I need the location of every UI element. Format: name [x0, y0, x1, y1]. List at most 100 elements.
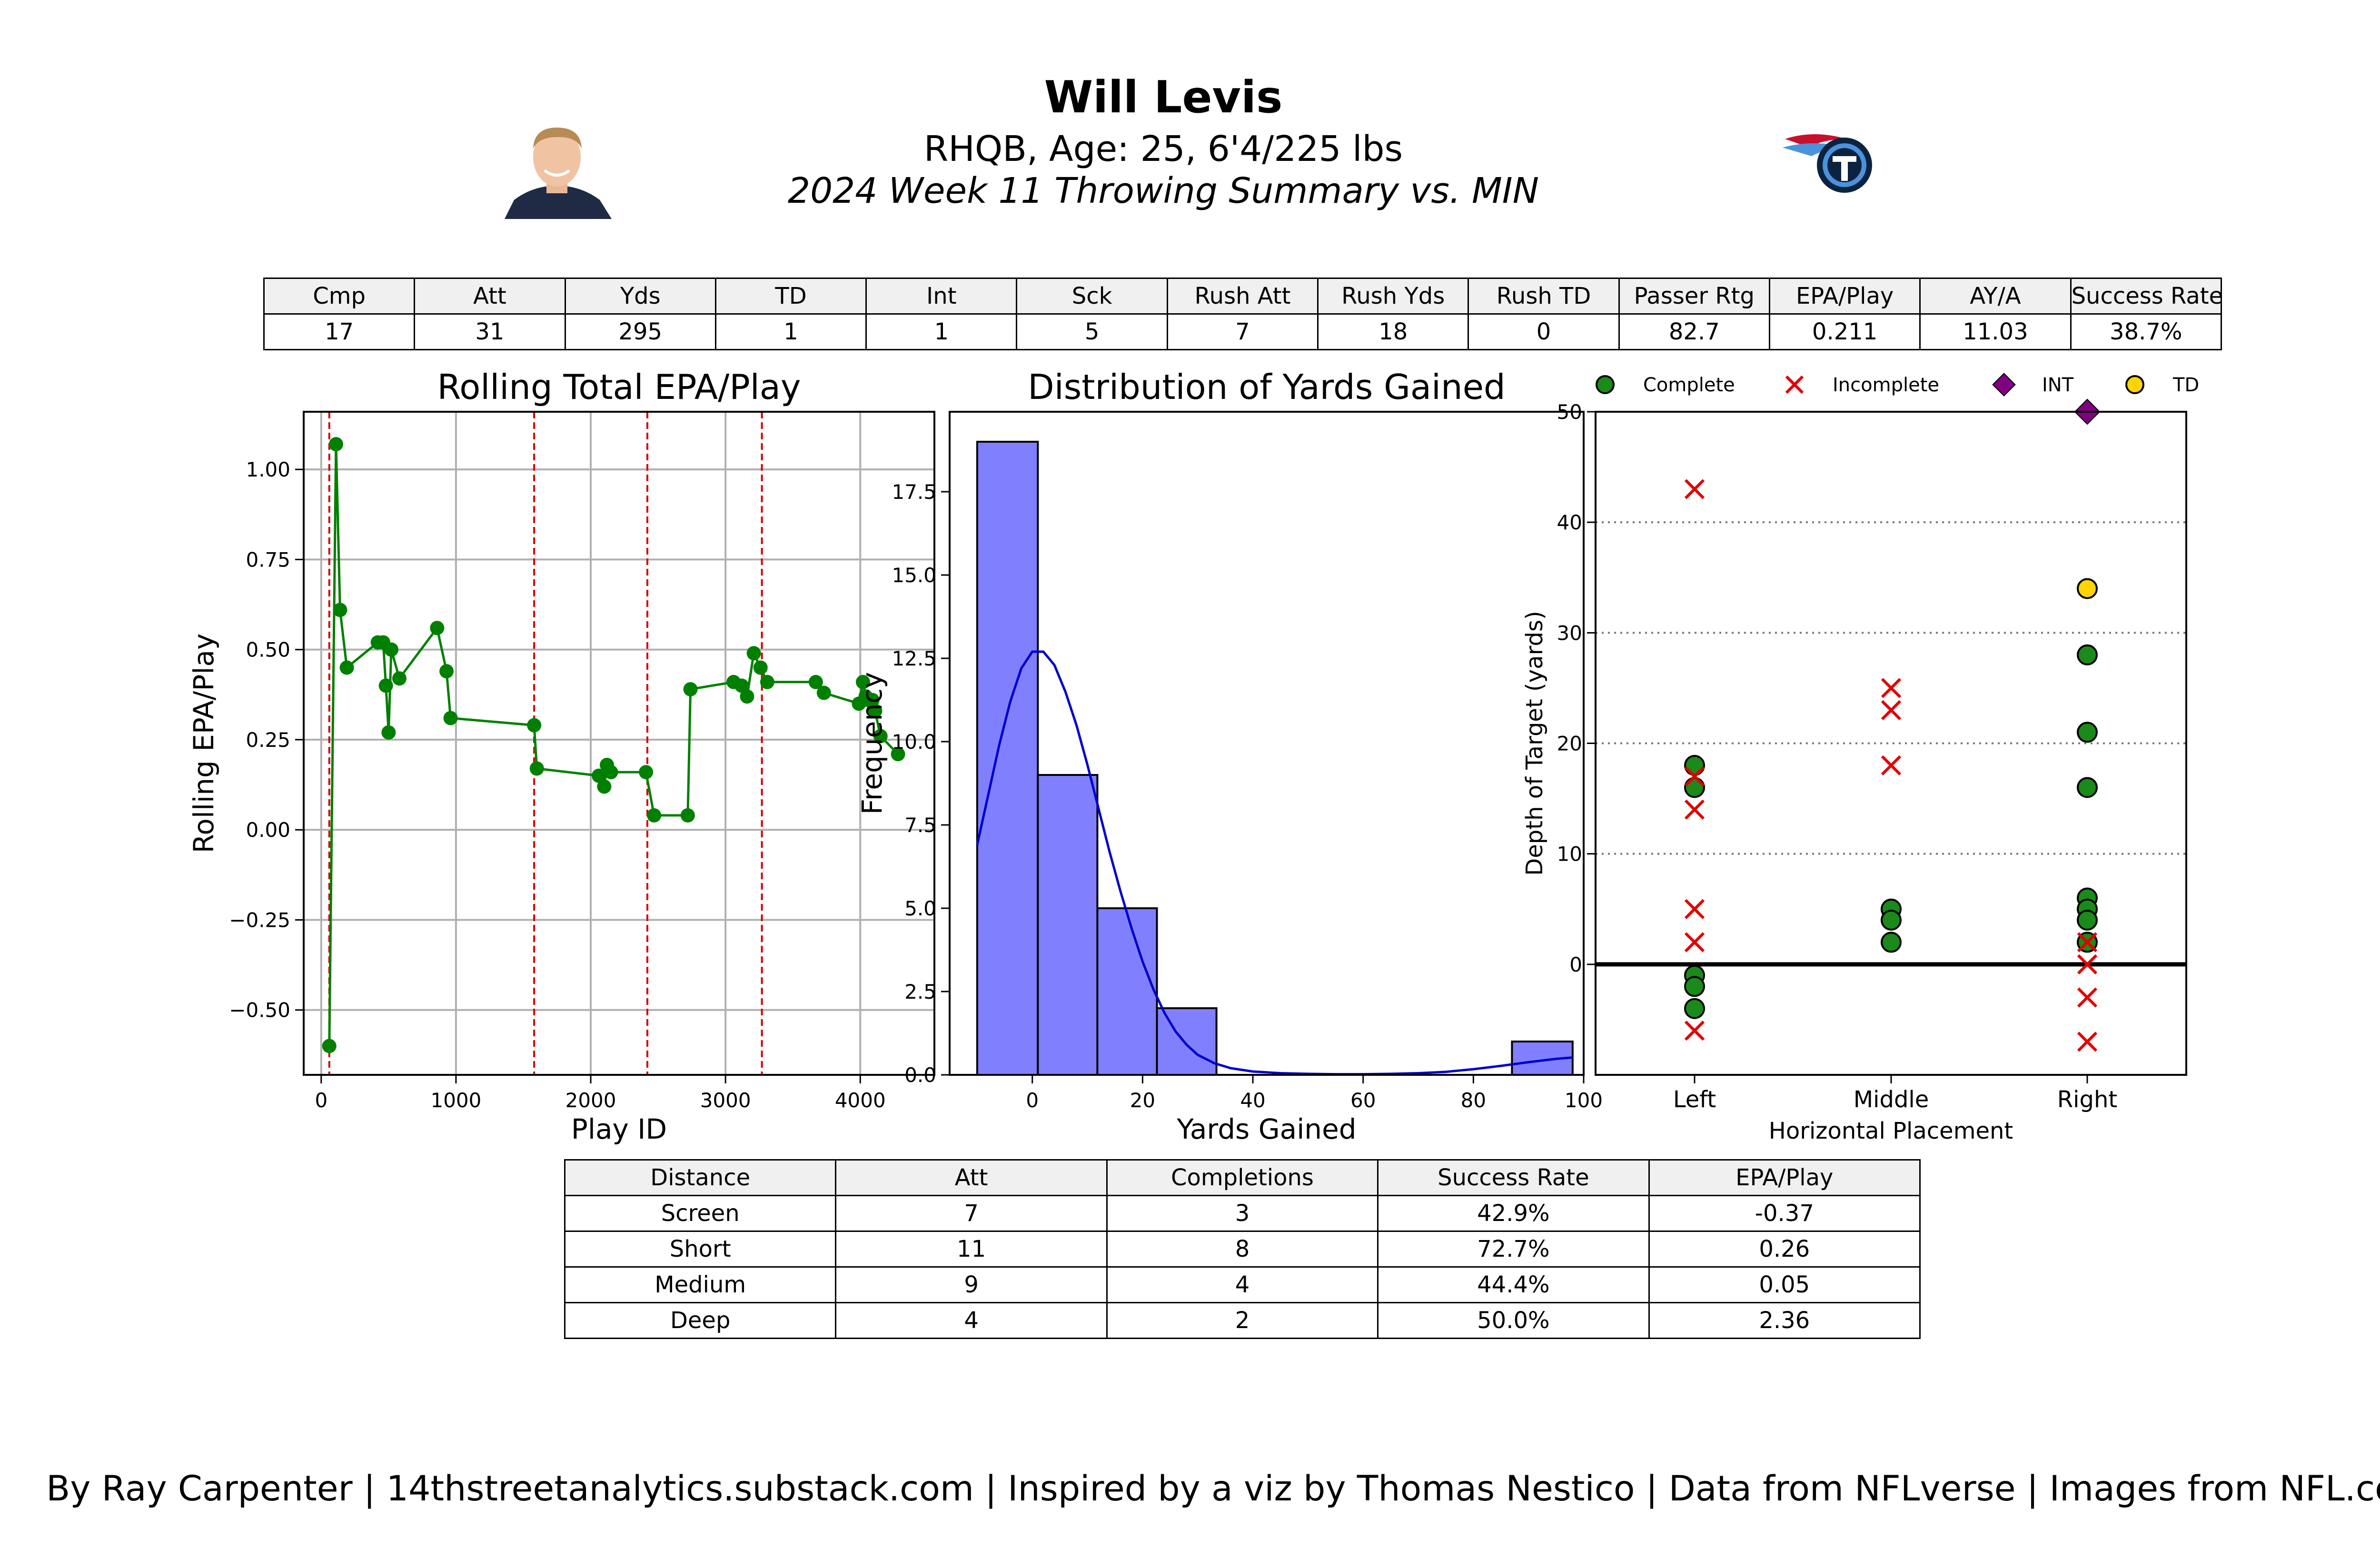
epa-point: [529, 761, 544, 776]
incomplete-point: [1881, 700, 1902, 720]
legend-label: TD: [2172, 374, 2199, 396]
y-tick-label: 2.5: [904, 980, 936, 1003]
epa-point: [891, 747, 905, 762]
stats-value-cell: 1: [865, 313, 1018, 350]
epa-point: [392, 671, 407, 686]
distance-cell: 42.9%: [1377, 1195, 1650, 1232]
y-tick-label: −0.25: [229, 908, 290, 932]
y-tick-label: 0.75: [246, 548, 290, 571]
x-tick-label: 0: [315, 1089, 327, 1112]
incomplete-point: [1881, 678, 1902, 698]
epa-point: [339, 660, 354, 675]
player-bio: RHQB, Age: 25, 6'4/225 lbs: [923, 129, 1403, 169]
epa-point: [855, 675, 870, 689]
x-tick-label: 40: [1240, 1089, 1265, 1112]
distance-cell: Screen: [564, 1195, 837, 1232]
distance-cell: 9: [835, 1266, 1108, 1303]
distance-cell: 0.05: [1648, 1266, 1921, 1303]
y-tick-label: 10: [1557, 843, 1582, 866]
epa-point: [328, 437, 343, 452]
epa-point: [384, 642, 399, 657]
target-depth-chart: 0 10 20 30 40 50 Left Middle Right Complete Incomp…: [1521, 373, 2199, 1144]
distance-cell: Medium: [564, 1266, 837, 1303]
distance-header-cell: Completions: [1106, 1159, 1379, 1196]
complete-point: [1684, 976, 1705, 997]
complete-point: [1684, 754, 1705, 776]
stats-value-cell: 295: [564, 313, 716, 350]
game-summary-title: 2024 Week 11 Throwing Summary vs. MIN: [788, 170, 1539, 211]
x-tick-label: 100: [1565, 1089, 1603, 1112]
x-axis-label: Yards Gained: [1176, 1113, 1356, 1145]
x-tick-label: 80: [1461, 1089, 1486, 1112]
x-tick-label: Left: [1673, 1086, 1716, 1113]
distance-cell: 2.36: [1648, 1302, 1921, 1339]
y-tick-label: 0.00: [246, 818, 290, 842]
stats-value-row: 17 31 295 1 1 5 7 18 0 82.7 0.211 11.03 …: [263, 313, 2222, 350]
y-axis-label: Rolling EPA/Play: [188, 634, 220, 853]
x-tick-label: Middle: [1854, 1086, 1929, 1113]
histogram-bar: [1156, 1007, 1218, 1076]
stats-value-cell: 18: [1317, 313, 1469, 350]
distance-cell: 3: [1106, 1195, 1379, 1232]
y-tick-label: 7.5: [904, 814, 936, 837]
kde-curve: [976, 650, 1573, 1076]
epa-point: [443, 711, 458, 725]
x-tick-label: 4000: [835, 1089, 886, 1112]
stats-value-cell: 31: [414, 313, 566, 350]
legend-label: Complete: [1643, 374, 1735, 396]
y-tick-label: 12.5: [892, 647, 936, 670]
epa-point: [740, 689, 754, 704]
incomplete-point: [1684, 932, 1705, 953]
x-axis-label: Play ID: [571, 1113, 667, 1145]
x-axis-label: Horizontal Placement: [1769, 1118, 2013, 1144]
stats-header-cell: Yds: [564, 278, 716, 315]
epa-series-line: [328, 444, 899, 1046]
stats-value-cell: 1: [714, 313, 867, 350]
incomplete-point: [2077, 987, 2098, 1008]
incomplete-point: [1684, 799, 1705, 820]
distance-row-short: Short 11 8 72.7% 0.26: [564, 1231, 1921, 1268]
distance-breakdown-table: Distance Att Completions Success Rate EP…: [564, 1159, 1921, 1339]
distance-cell: 11: [835, 1231, 1108, 1268]
stats-header-cell: Rush Att: [1166, 278, 1319, 315]
distance-row-screen: Screen 7 3 42.9% -0.37: [564, 1195, 1921, 1232]
epa-point: [868, 704, 883, 718]
distance-cell: Deep: [564, 1302, 837, 1339]
distance-cell: Short: [564, 1231, 837, 1268]
stats-header-cell: Passer Rtg: [1618, 278, 1770, 315]
complete-point: [1684, 777, 1705, 798]
plot-frame: [949, 411, 1585, 1076]
y-axis-label: Depth of Target (yards): [1521, 611, 1548, 875]
stats-header-row: Cmp Att Yds TD Int Sck Rush Att Rush Yds…: [263, 278, 2223, 315]
stats-header-cell: Cmp: [263, 278, 416, 315]
incomplete-point: [1881, 755, 1902, 776]
complete-point: [2077, 722, 2098, 743]
distance-cell: 8: [1106, 1231, 1379, 1268]
epa-point: [746, 646, 761, 661]
distance-header-cell: EPA/Play: [1648, 1159, 1921, 1196]
epa-point: [381, 725, 396, 740]
distance-header-row: Distance Att Completions Success Rate EP…: [564, 1159, 1921, 1196]
rolling-epa-chart: 0 1000 2000 3000 4000 −0.50 −0.25 0.00 0.25 0.50 0…: [188, 367, 935, 1145]
legend-label: INT: [2042, 374, 2074, 396]
epa-point: [647, 808, 662, 823]
y-tick-label: 20: [1557, 732, 1582, 755]
incomplete-point: [1684, 766, 1705, 787]
stats-header-cell: Att: [414, 278, 566, 315]
stats-value-cell: 7: [1166, 313, 1319, 350]
complete-point: [2077, 777, 2098, 798]
y-tick-label: 17.5: [892, 480, 936, 504]
incomplete-point: [2077, 954, 2098, 974]
incomplete-point: [1684, 899, 1705, 919]
stats-value-cell: 5: [1016, 313, 1168, 350]
histogram-bar: [976, 441, 1039, 1076]
x-tick-label: 60: [1350, 1089, 1376, 1112]
y-tick-label: 30: [1557, 621, 1582, 645]
yards-histogram-chart: 0 20 40 60 80 1000.02.55.07.510.012.515.017.5…: [856, 367, 1603, 1145]
stats-value-cell: 0.211: [1768, 313, 1921, 350]
epa-point: [527, 718, 542, 733]
histogram-bar: [1096, 907, 1158, 1076]
legend-label: Incomplete: [1833, 374, 1939, 396]
y-tick-label: 10.0: [892, 730, 936, 754]
epa-point: [430, 621, 445, 635]
